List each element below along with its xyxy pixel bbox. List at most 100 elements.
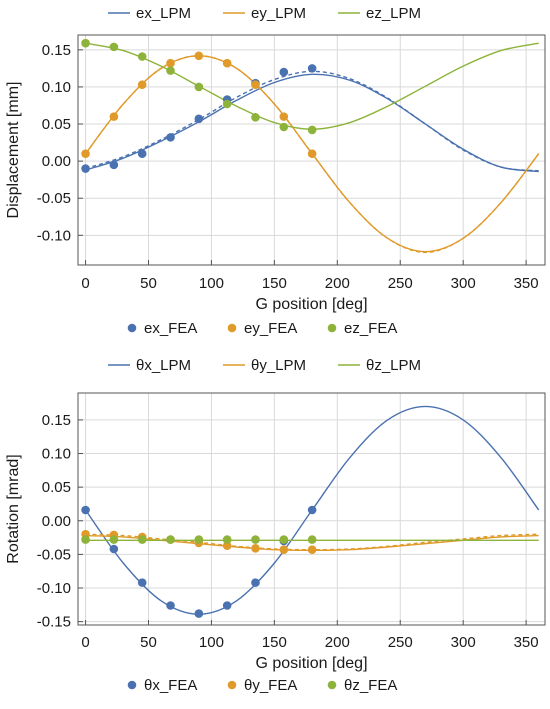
legend-label: θy_FEA [244,677,297,694]
data-point-xfea [222,601,232,610]
x-tick-label: 350 [514,634,539,651]
x-tick-label: 200 [325,275,350,292]
y-tick-label: 0.00 [42,513,71,530]
data-point-xfea [194,609,204,618]
data-point-eyfea [137,80,147,90]
data-point-eyfea [109,112,119,121]
y-tick-label: -0.15 [37,614,71,631]
data-point-exfea [109,160,119,170]
legend-label: ex_FEA [144,320,197,337]
plot-frame [77,392,546,626]
x-tick-label: 50 [140,275,157,292]
data-point-ezfea [279,122,289,132]
data-point-zfea [109,535,119,544]
data-point-zfea [166,535,175,544]
legend-label: ez_FEA [344,320,397,337]
x-tick-label: 300 [451,634,476,651]
data-point-xfea [166,601,175,610]
data-point-zfea [307,535,317,544]
data-point-yfea [222,541,232,550]
y-tick-label: 0.10 [42,79,71,96]
y-tick-label: 0.15 [42,42,71,59]
data-point-eyfea [251,80,260,90]
data-point-yfea [279,545,289,554]
x-axis-title: G position [deg] [255,655,367,672]
x-tick-label: 250 [388,275,413,292]
y-tick-label: 0.05 [42,479,71,496]
data-point-exfea [279,67,289,77]
data-point-ezfea [81,38,90,48]
data-point-ezfea [109,42,119,52]
x-tick-label: 150 [262,275,287,292]
legend-marker-ey [227,680,237,690]
data-point-eyfea [166,58,175,68]
series-line-ezlpm [85,42,539,130]
legend-marker-ey [227,323,237,333]
data-point-xfea [307,505,317,515]
y-tick-label: 0.00 [42,153,71,170]
y-axis-title: Rotation [mrad] [5,454,22,563]
y-axis-title: Displacement [mm] [5,82,22,219]
data-point-yfea [307,545,317,554]
data-point-exfea [137,149,147,159]
data-point-eyfea [307,149,317,159]
x-tick-label: 100 [199,634,224,651]
chart-panel-2: 0 50 100 150 200 250 300 350 -0.15 -0.10 -0.05 0.00… [5,357,546,694]
x-tick-label: 0 [81,275,89,292]
legend-marker-ex [127,323,137,333]
y-tick-label: 0.15 [42,412,71,429]
data-point-yfea [251,544,260,553]
data-point-eyfea [194,51,204,61]
data-point-xfea [251,578,260,587]
x-tick-label: 50 [140,634,157,651]
y-tick-label: -0.05 [37,546,71,563]
legend-label: θz_FEA [344,677,397,694]
data-point-zfea [81,535,90,544]
data-point-xfea [81,505,90,515]
legend-marker-ez [327,680,337,690]
data-point-ezfea [307,125,317,135]
data-point-ezfea [251,113,260,122]
y-tick-label: -0.10 [37,227,71,244]
data-point-ezfea [166,66,175,75]
legend-label: ey_FEA [244,320,297,337]
legend-label: θx_FEA [144,677,197,694]
legend-label: θz_LPM [366,357,421,374]
data-point-exfea [166,133,175,142]
data-point-zfea [251,535,260,544]
x-tick-label: 300 [451,275,476,292]
legend-label: θy_LPM [251,357,306,374]
y-tick-label: 0.10 [42,446,71,463]
data-point-ezfea [194,82,204,92]
data-point-ezfea [137,52,147,61]
data-point-xfea [109,544,119,554]
chart-panel-1: 0 50 100 150 200 250 300 350 -0.10 -0.05 0.00 0.05 0… [5,5,546,337]
legend-label: ez_LPM [366,5,421,22]
data-point-zfea [279,535,289,544]
legend-marker-ex [127,680,137,690]
data-point-xfea [137,578,147,587]
legend-label: ex_LPM [136,5,191,22]
y-tick-label: -0.10 [37,580,71,597]
y-tick-label: 0.05 [42,116,71,133]
x-tick-label: 0 [81,634,89,651]
data-point-zfea [194,535,204,544]
x-tick-label: 250 [388,634,413,651]
data-point-eyfea [81,149,90,159]
plot-frame [77,34,546,266]
data-point-exfea [307,64,317,73]
legend-marker-ez [327,323,337,333]
data-point-exfea [81,164,90,173]
x-tick-label: 150 [262,634,287,651]
data-point-exfea [194,114,204,124]
data-point-zfea [222,535,232,544]
x-axis-title: G position [deg] [255,296,367,313]
data-point-zfea [137,535,147,544]
data-point-eyfea [279,112,289,121]
x-tick-label: 200 [325,634,350,651]
legend-label: ey_LPM [251,5,306,22]
x-tick-label: 100 [199,275,224,292]
y-tick-label: -0.05 [37,190,71,207]
legend-label: θx_LPM [136,357,191,374]
